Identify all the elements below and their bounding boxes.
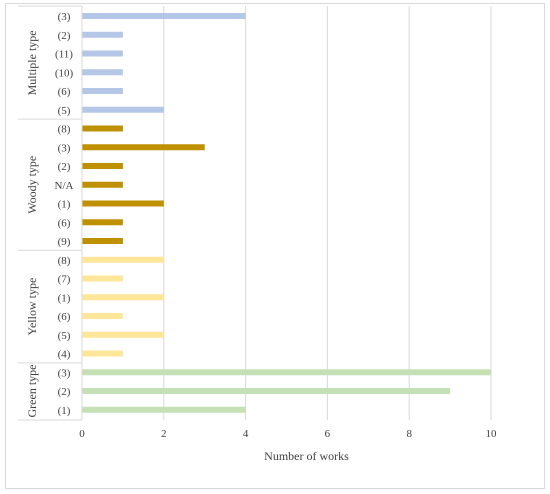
category-label: (3) — [58, 11, 71, 23]
gridlines — [163, 6, 492, 420]
bar — [82, 144, 205, 151]
category-label: (7) — [58, 274, 71, 286]
bar — [82, 200, 164, 207]
x-tick-label: 2 — [161, 428, 167, 440]
bar — [82, 13, 246, 19]
category-label: (3) — [58, 367, 71, 379]
category-label: (2) — [58, 161, 71, 173]
category-label: (11) — [55, 49, 73, 61]
category-label: (1) — [58, 405, 71, 417]
category-label: (1) — [58, 292, 71, 304]
category-label: (5) — [58, 105, 71, 117]
category-label: (2) — [58, 386, 71, 398]
category-label: (10) — [55, 67, 74, 79]
bar — [82, 106, 164, 113]
category-label: N/A — [55, 180, 74, 192]
category-label: (6) — [58, 217, 71, 229]
bars — [82, 13, 491, 413]
category-label: (5) — [58, 330, 71, 342]
bar — [82, 125, 123, 132]
category-label: (8) — [58, 124, 71, 136]
bar — [82, 219, 123, 226]
category-label: (3) — [58, 142, 71, 154]
bar — [82, 181, 123, 188]
bar — [82, 50, 123, 57]
bar — [82, 294, 164, 301]
category-label: (2) — [58, 30, 71, 42]
labels: 0 2 4 6 8 10 (3) (2) (11) (10) (6) (5) Multiple type… — [25, 11, 497, 440]
bar — [82, 88, 123, 94]
x-tick-label: 8 — [406, 428, 412, 440]
x-tick-label: 4 — [243, 428, 249, 440]
bar — [82, 331, 164, 338]
category-label: (6) — [58, 86, 71, 98]
group-label: Woody type — [25, 156, 39, 214]
group-label: Yellow type — [25, 278, 39, 336]
bar — [82, 256, 164, 263]
x-tick-label: 10 — [486, 428, 498, 440]
bar — [82, 69, 123, 76]
bar — [82, 31, 123, 38]
category-label: (8) — [58, 255, 71, 267]
bar — [82, 163, 123, 169]
x-tick-label: 0 — [79, 428, 85, 440]
bar — [82, 369, 491, 376]
category-label: (4) — [58, 349, 71, 361]
category-label: (9) — [58, 236, 71, 248]
group-label: Green type — [25, 365, 39, 418]
bar — [82, 238, 123, 244]
x-tick-label: 6 — [325, 428, 331, 440]
x-axis-title: Number of works — [264, 449, 349, 463]
category-label: (6) — [58, 311, 71, 323]
bar — [82, 313, 123, 319]
bar — [82, 388, 451, 394]
group-label: Multiple type — [25, 30, 39, 95]
axes — [18, 5, 83, 421]
bar — [82, 275, 123, 282]
bar — [82, 406, 246, 413]
category-label: (1) — [58, 199, 71, 211]
bar — [82, 350, 123, 357]
